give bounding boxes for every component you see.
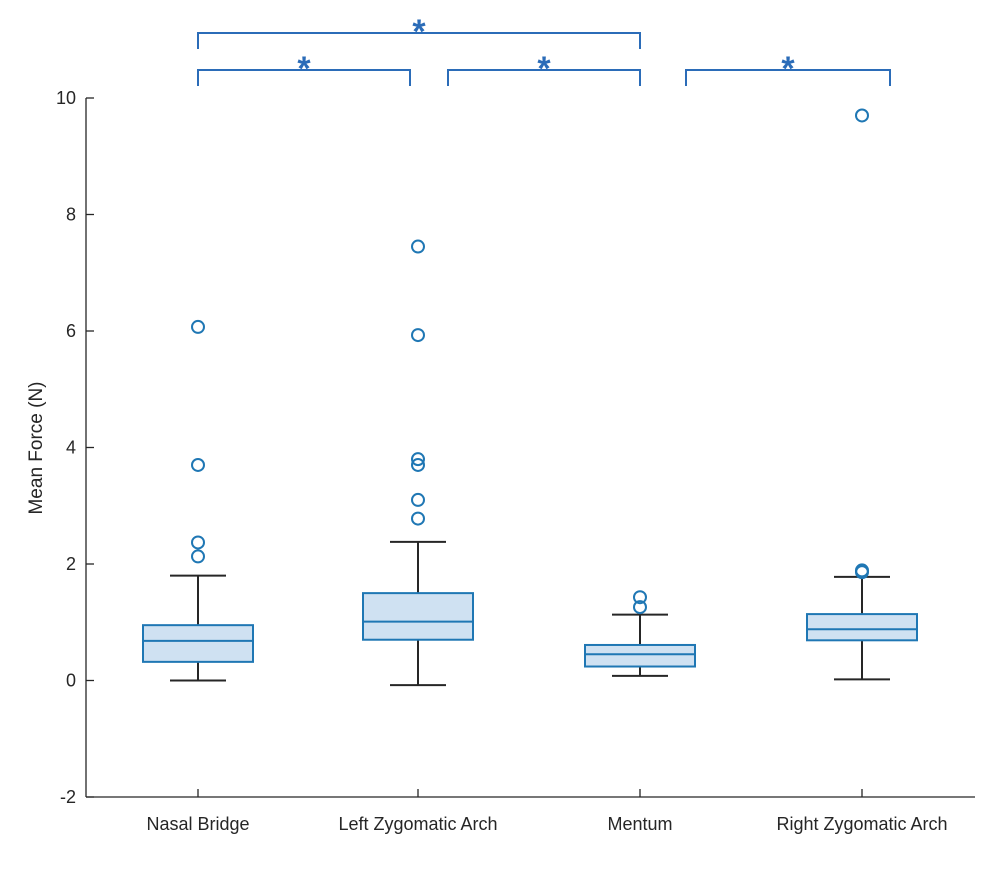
outlier-point <box>411 492 425 507</box>
y-tick-label: 4 <box>66 438 76 458</box>
significance-star: * <box>297 50 311 88</box>
boxes-layer <box>142 108 918 687</box>
outlier-point <box>191 457 205 472</box>
significance-star: * <box>537 50 551 88</box>
x-tick-label: Mentum <box>607 814 672 834</box>
y-axis-label: Mean Force (N) <box>26 381 47 514</box>
outlier-point <box>411 239 425 254</box>
outlier-point <box>411 511 425 526</box>
y-tick-label: 2 <box>66 554 76 574</box>
outlier-point <box>411 452 425 467</box>
significance-layer: * * * * <box>197 13 891 88</box>
outlier-point <box>191 535 205 550</box>
y-tick-label: 10 <box>56 88 76 108</box>
significance-bracket: * <box>447 50 641 88</box>
bracket-line <box>197 32 641 49</box>
significance-star: * <box>781 50 795 88</box>
outlier-point <box>411 328 425 343</box>
iqr-box <box>806 613 918 642</box>
outlier-point <box>191 549 205 564</box>
y-tick-label: -2 <box>60 787 76 807</box>
iqr-box <box>142 624 254 663</box>
outlier-point <box>633 600 647 615</box>
outlier-point <box>633 590 647 605</box>
x-tick-label: Left Zygomatic Arch <box>338 814 497 834</box>
iqr-box <box>584 643 696 668</box>
y-tick-label: 6 <box>66 321 76 341</box>
y-tick-label: 8 <box>66 205 76 225</box>
outlier-point <box>855 108 869 123</box>
outlier-point <box>411 457 425 472</box>
significance-bracket: * <box>197 50 411 88</box>
bracket-line <box>447 69 641 86</box>
box-group <box>362 239 474 687</box>
outlier-point <box>191 319 205 334</box>
iqr-box <box>362 592 474 641</box>
significance-star: * <box>412 13 426 51</box>
box-group <box>806 108 918 681</box>
outlier-point <box>855 563 869 578</box>
bracket-line <box>197 69 411 86</box>
x-tick-label: Nasal Bridge <box>146 814 249 834</box>
box-group <box>584 590 696 677</box>
y-tick-label: 0 <box>66 671 76 691</box>
axes-layer: -2 0 2 4 6 8 10 Nasal Bridge Left Zygomatic Arch… <box>56 88 975 834</box>
box-group <box>142 319 254 682</box>
significance-bracket: * <box>685 50 891 88</box>
x-tick-label: Right Zygomatic Arch <box>776 814 947 834</box>
significance-bracket: * <box>197 13 641 51</box>
bracket-line <box>685 69 891 86</box>
